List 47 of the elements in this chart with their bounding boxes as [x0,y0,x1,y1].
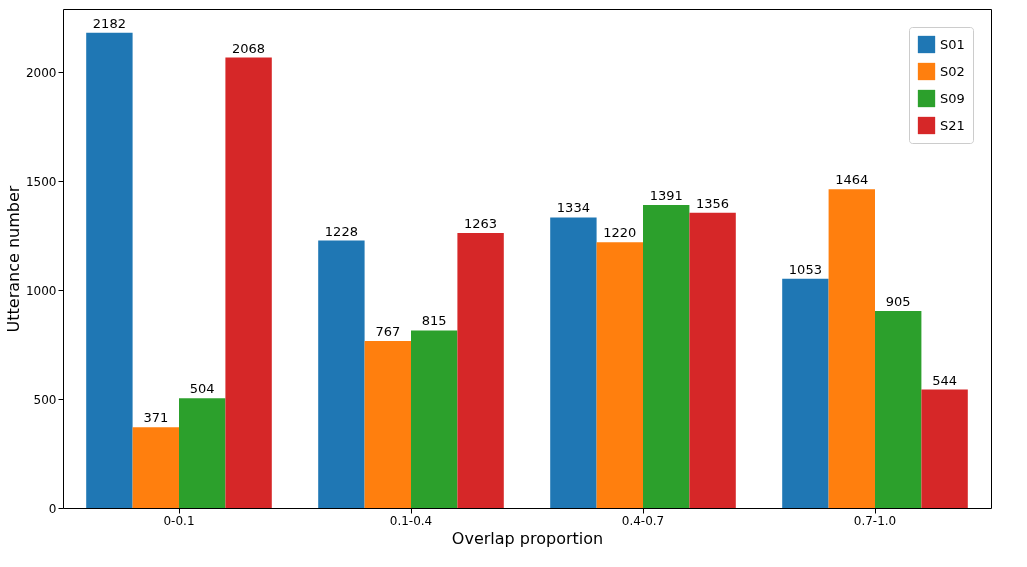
data-label: 905 [885,293,911,309]
bar [875,310,922,508]
bar [689,212,736,508]
x-tick-label: 0.4-0.7 [621,513,665,528]
data-label: 1356 [696,195,730,211]
data-label: 2182 [92,15,126,31]
data-label: 1220 [603,225,637,241]
data-label: 1464 [835,172,869,188]
legend-label: S01 [940,36,965,52]
bar [457,232,504,508]
legend-label: S09 [940,90,965,106]
bar [828,189,875,508]
data-label: 1053 [788,261,822,277]
data-label: 1263 [464,215,498,231]
data-label: 815 [421,313,447,329]
bar [643,205,690,508]
bar [225,57,272,508]
bar [86,32,133,508]
y-axis-title: Utterance number [3,185,23,333]
x-tick-label: 0-0.1 [163,513,195,528]
bar [550,217,597,508]
data-label: 371 [143,410,169,426]
bar [411,330,458,508]
data-label: 1228 [324,223,358,239]
legend-label: S02 [940,63,965,79]
data-label: 504 [189,381,215,397]
data-label: 1391 [649,188,683,204]
y-tick-label: 0 [48,501,57,516]
y-tick-label: 1500 [25,174,57,189]
x-tick-label: 0.1-0.4 [389,513,433,528]
bar [132,427,179,508]
bar [596,242,643,508]
data-label: 1334 [556,200,590,216]
bar [318,240,365,508]
legend-label: S21 [940,117,965,133]
x-tick-label: 0.7-1.0 [853,513,897,528]
y-tick-label: 1000 [25,283,57,298]
bar [179,398,226,508]
data-label: 544 [932,372,958,388]
bar [364,340,411,508]
data-label: 2068 [232,40,266,56]
data-label: 767 [375,323,401,339]
bar [921,389,968,508]
bar [782,278,829,508]
y-tick-label: 2000 [25,65,57,80]
y-tick-label: 500 [33,392,57,407]
x-axis-title: Overlap proportion [451,528,604,548]
